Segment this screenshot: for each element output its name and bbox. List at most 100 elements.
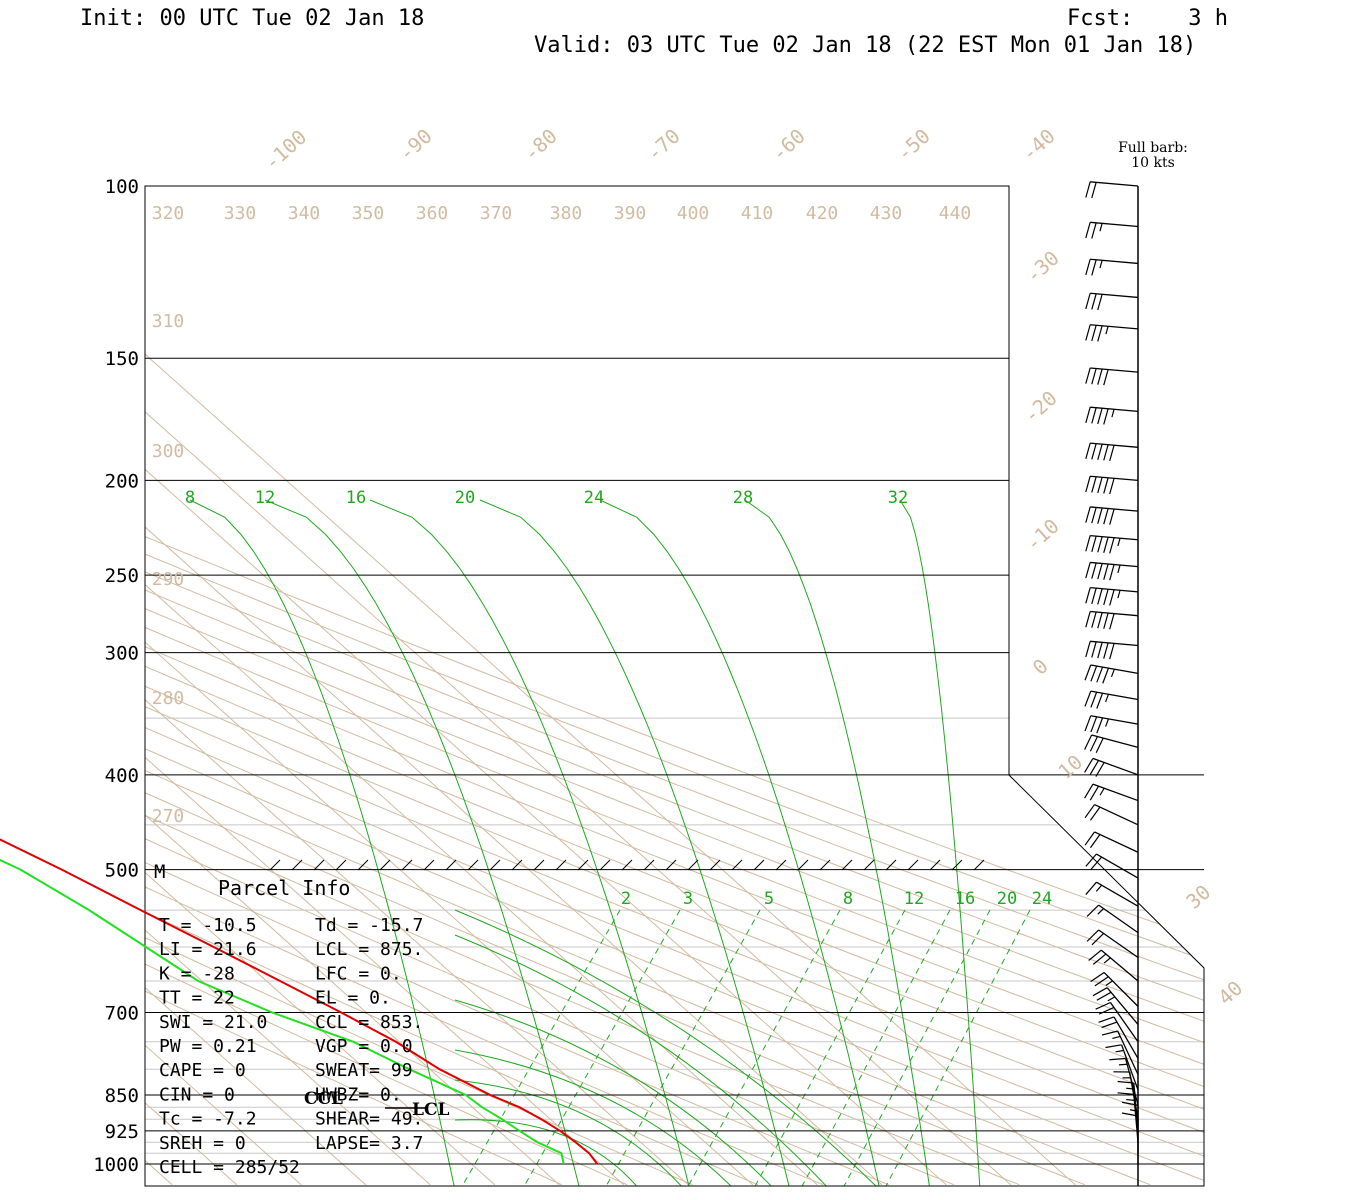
isentrope-label: 440 xyxy=(939,203,972,224)
parcel-info-right: HWBZ= 0. xyxy=(315,1084,402,1105)
wind-barb xyxy=(1085,292,1139,311)
parcel-info-left: SREH = 0 xyxy=(159,1133,246,1154)
isotherm-label: -20 xyxy=(1019,386,1062,428)
isotherm-label: -70 xyxy=(642,124,685,166)
isentrope-label: 290 xyxy=(152,569,185,590)
wind-barb xyxy=(1084,664,1139,684)
mixing-ratio-label: 8 xyxy=(843,889,853,909)
temperature-profile xyxy=(0,838,599,1165)
isotherm-label: -30 xyxy=(1021,246,1064,288)
pressure-tick-label: 1000 xyxy=(93,1154,139,1176)
isentrope-label: 330 xyxy=(224,203,257,224)
isentrope-label: 370 xyxy=(480,203,513,224)
parcel-info-right: LAPSE= 3.7 xyxy=(315,1133,423,1154)
wind-barb xyxy=(1105,1044,1139,1091)
isentrope-label: 360 xyxy=(416,203,449,224)
wind-barb xyxy=(1085,475,1139,495)
isotherm-label: -90 xyxy=(394,124,437,166)
isentrope-label: 390 xyxy=(614,203,647,224)
isentrope-label: 430 xyxy=(870,203,903,224)
mixing-ratio-label: 24 xyxy=(584,488,604,508)
isentrope-label: 310 xyxy=(152,311,185,332)
pressure-tick-label: 400 xyxy=(105,765,139,787)
wind-barb xyxy=(1085,881,1139,907)
isotherm-label: 0 xyxy=(1028,654,1053,680)
pressure-tick-label: 850 xyxy=(105,1085,139,1107)
wind-barb xyxy=(1084,690,1139,709)
mixing-ratio-label: 5 xyxy=(764,889,774,909)
isentrope-label: 340 xyxy=(288,203,321,224)
mixing-ratio-label: 20 xyxy=(997,889,1017,909)
isentrope-label: 410 xyxy=(741,203,774,224)
parcel-info-left: CIN = 0 xyxy=(159,1084,235,1105)
init-time: Init: 00 UTC Tue 02 Jan 18 xyxy=(80,6,424,31)
wind-barb xyxy=(1084,715,1139,734)
parcel-info-left: Tc = -7.2 xyxy=(159,1109,257,1130)
wind-barb xyxy=(1084,803,1139,826)
wind-barb xyxy=(1085,561,1139,581)
isentrope-label: 400 xyxy=(677,203,710,224)
wind-barb xyxy=(1088,949,1139,982)
m-marker: M xyxy=(154,861,165,883)
wind-barb xyxy=(1085,221,1139,239)
sounding-profiles xyxy=(0,838,599,1165)
wind-barb xyxy=(1085,181,1139,199)
wind-barb xyxy=(1085,367,1139,386)
wind-barb xyxy=(1085,610,1139,630)
wind-barb xyxy=(1085,324,1139,342)
wind-barb xyxy=(1085,587,1139,606)
forecast-label: Fcst: xyxy=(1067,6,1133,31)
wind-barb xyxy=(1085,442,1139,462)
isentrope-label: 320 xyxy=(152,203,185,224)
wind-barb xyxy=(1085,853,1139,879)
parcel-info-left: LI = 21.6 xyxy=(159,939,257,960)
isotherm-label: -80 xyxy=(519,124,562,166)
wind-barb xyxy=(1121,1112,1139,1164)
mixing-ratio-label: 32 xyxy=(888,488,908,508)
wind-barb xyxy=(1085,640,1139,660)
isotherm-label: -50 xyxy=(892,124,935,166)
mixing-ratio-label: 12 xyxy=(255,488,275,508)
parcel-info-panel: Parcel Info T = -10.5 Td = -15.7 LI = 21.6… xyxy=(159,876,423,1178)
parcel-info-left: SWI = 21.0 xyxy=(159,1012,267,1033)
background-grid xyxy=(145,186,1204,1186)
lcl-marker: LCL xyxy=(412,1100,449,1120)
mixing-ratio-label: 8 xyxy=(185,488,195,508)
dewpoint-profile xyxy=(0,858,565,1165)
isentrope-label: 300 xyxy=(152,441,185,462)
isentrope-label: 270 xyxy=(152,806,185,827)
isentrope-label: 380 xyxy=(550,203,583,224)
isotherm-label: 10 xyxy=(1053,750,1087,784)
parcel-info-right: LCL = 875. xyxy=(315,939,423,960)
barb-legend-value: 10 kts xyxy=(1131,155,1175,171)
parcel-info-left: CAPE = 0 xyxy=(159,1060,246,1081)
parcel-info-right: CCL = 853. xyxy=(315,1012,423,1033)
isotherm-label: -40 xyxy=(1017,124,1060,166)
pressure-tick-label: 300 xyxy=(105,643,139,665)
mixing-ratio-label: 3 xyxy=(683,889,693,909)
plot-frame xyxy=(144,185,1205,1187)
wind-barb xyxy=(1086,904,1139,934)
mixing-ratio-label: 28 xyxy=(733,488,753,508)
parcel-info-left: TT = 22 xyxy=(159,988,235,1009)
wind-barb xyxy=(1101,1030,1139,1075)
wind-barb xyxy=(1084,831,1139,853)
forecast-hour: 3 h xyxy=(1188,6,1228,31)
pressure-tick-label: 700 xyxy=(105,1003,139,1025)
wind-barb xyxy=(1085,406,1139,425)
wind-barb xyxy=(1117,1080,1139,1131)
parcel-info-right: Td = -15.7 xyxy=(315,915,423,936)
barb-legend-title: Full barb: xyxy=(1118,140,1188,156)
parcel-info-left: K = -28 xyxy=(159,963,235,984)
parcel-info-left: PW = 0.21 xyxy=(159,1036,257,1057)
isentrope-label: 420 xyxy=(806,203,839,224)
isotherm-label: -60 xyxy=(767,124,810,166)
wind-barb xyxy=(1084,734,1139,754)
parcel-info-right: LFC = 0. xyxy=(315,963,402,984)
pressure-tick-label: 925 xyxy=(105,1121,139,1143)
parcel-info-title: Parcel Info xyxy=(218,876,350,900)
pressure-tick-label: 150 xyxy=(105,348,139,370)
wind-barb xyxy=(1085,534,1139,554)
parcel-info-right: SWEAT= 99 xyxy=(315,1060,413,1081)
